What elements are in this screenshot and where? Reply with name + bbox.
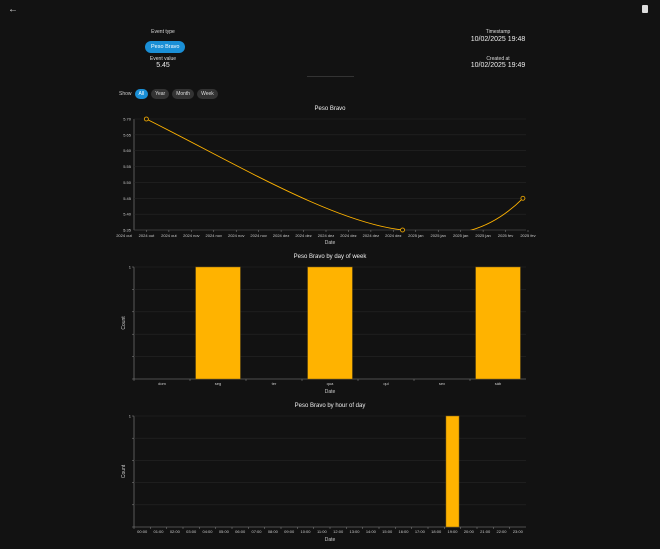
x-tick-label: 21:00 [480, 529, 491, 534]
y-tick-label: 5.55 [123, 164, 132, 169]
y-tick-label: 5.50 [123, 180, 132, 185]
y-tick-label: 1 [129, 265, 132, 270]
x-tick-label: 2024 out [116, 233, 132, 238]
x-tick-label: 20:00 [464, 529, 475, 534]
x-tick-label: 2025 jan [408, 233, 423, 238]
x-tick-label: 2024 out [139, 233, 155, 238]
bar-19:00 [445, 415, 460, 528]
x-tick-label: qua [327, 381, 334, 386]
x-tick-label: 12:00 [333, 529, 344, 534]
x-tick-label: 03:00 [186, 529, 197, 534]
x-tick-label: 2025 fev [520, 233, 535, 238]
event-value-label: Event value [149, 56, 177, 62]
x-tick-label: 2024 dez [385, 233, 401, 238]
x-tick-label: 2025 jan [475, 233, 490, 238]
arrow-left-icon: ← [8, 4, 18, 15]
series-line [146, 118, 524, 230]
x-tick-label: 2024 nov [228, 233, 244, 238]
x-tick-label: sáb [495, 381, 502, 386]
x-tick-label: 04:00 [202, 529, 213, 534]
y-axis-label: Count [121, 316, 127, 330]
x-tick-label: 2024 nov [183, 233, 199, 238]
chart-title-2: Peso Bravo by hour of day [295, 403, 366, 409]
x-tick-label: 15:00 [382, 529, 393, 534]
filter-month[interactable]: Month [172, 89, 195, 99]
y-tick-label: 5.40 [123, 212, 132, 217]
data-point [143, 116, 149, 122]
x-tick-label: 2024 dez [295, 233, 311, 238]
data-point [400, 227, 405, 233]
x-tick-label: seg [215, 381, 221, 386]
chart-title-1: Peso Bravo by day of week [294, 254, 368, 260]
delete-button[interactable] [642, 5, 648, 13]
x-tick-label: 07:00 [251, 529, 262, 534]
x-tick-label: 01:00 [153, 529, 164, 534]
filter-all[interactable]: All [134, 89, 149, 99]
y-axis-label: Count [121, 464, 127, 478]
y-tick-label: 5.45 [123, 196, 132, 201]
x-tick-label: 2024 nov [250, 233, 266, 238]
x-tick-label: 06:00 [235, 529, 246, 534]
x-tick-label: 23:00 [513, 529, 524, 534]
back-button[interactable]: ← [8, 4, 18, 15]
x-tick-label: 02:00 [170, 529, 181, 534]
range-filter: Show All Year Month Week [119, 89, 221, 99]
x-axis-label: Date [325, 537, 336, 543]
x-tick-label: 2025 jan [431, 233, 446, 238]
y-tick-label: 1 [129, 414, 132, 419]
x-tick-label: 10:00 [300, 529, 311, 534]
x-tick-label: 16:00 [398, 529, 409, 534]
bar-sáb [475, 266, 521, 380]
x-tick-label: 2024 dez [340, 233, 356, 238]
x-tick-label: 2024 nov [206, 233, 222, 238]
x-tick-label: 2025 jan [453, 233, 468, 238]
x-tick-label: 00:00 [137, 529, 148, 534]
x-tick-label: 13:00 [349, 529, 360, 534]
y-tick-label: 5.65 [123, 132, 132, 137]
x-axis-label: Date [325, 389, 336, 395]
filter-label: Show [119, 91, 132, 97]
x-tick-label: dom [158, 381, 166, 386]
chart-title-0: Peso Bravo [314, 106, 346, 112]
data-point [520, 195, 526, 201]
bar-qua [307, 266, 353, 380]
x-tick-label: 09:00 [284, 529, 295, 534]
bar-seg [195, 266, 241, 380]
x-tick-label: 2024 dez [318, 233, 334, 238]
divider [307, 76, 354, 77]
x-tick-label: 05:00 [219, 529, 230, 534]
x-tick-label: 2025 fev [498, 233, 513, 238]
x-tick-label: 14:00 [366, 529, 377, 534]
event-value: 5.45 [156, 62, 170, 69]
created-label: Created at [486, 56, 510, 62]
y-tick-label: 5.35 [123, 228, 132, 233]
y-tick-label: 5.70 [123, 117, 132, 122]
x-tick-label: 17:00 [415, 529, 426, 534]
x-tick-label: 2024 out [161, 233, 177, 238]
timestamp-label: Timestamp [485, 29, 511, 35]
filter-week[interactable]: Week [197, 89, 218, 99]
x-tick-label: 2024 dez [363, 233, 379, 238]
x-tick-label: ter [272, 381, 277, 386]
y-tick-label: 5.60 [123, 148, 132, 153]
x-tick-label: 22:00 [496, 529, 507, 534]
x-tick-label: 11:00 [317, 529, 327, 534]
x-tick-label: 18:00 [431, 529, 442, 534]
x-tick-label: 19:00 [447, 529, 458, 534]
event-type-label: Event type [151, 29, 175, 35]
x-tick-label: 08:00 [268, 529, 279, 534]
x-tick-label: 2024 dez [273, 233, 289, 238]
created-value: 10/02/2025 19:49 [470, 62, 526, 69]
x-axis-label: Date [325, 240, 336, 246]
event-type-chip[interactable]: Peso Bravo [145, 41, 186, 53]
x-tick-label: qui [383, 381, 388, 386]
x-tick-label: sex [439, 381, 445, 386]
timestamp-value: 10/02/2025 19:48 [470, 36, 526, 43]
filter-year[interactable]: Year [151, 89, 170, 99]
